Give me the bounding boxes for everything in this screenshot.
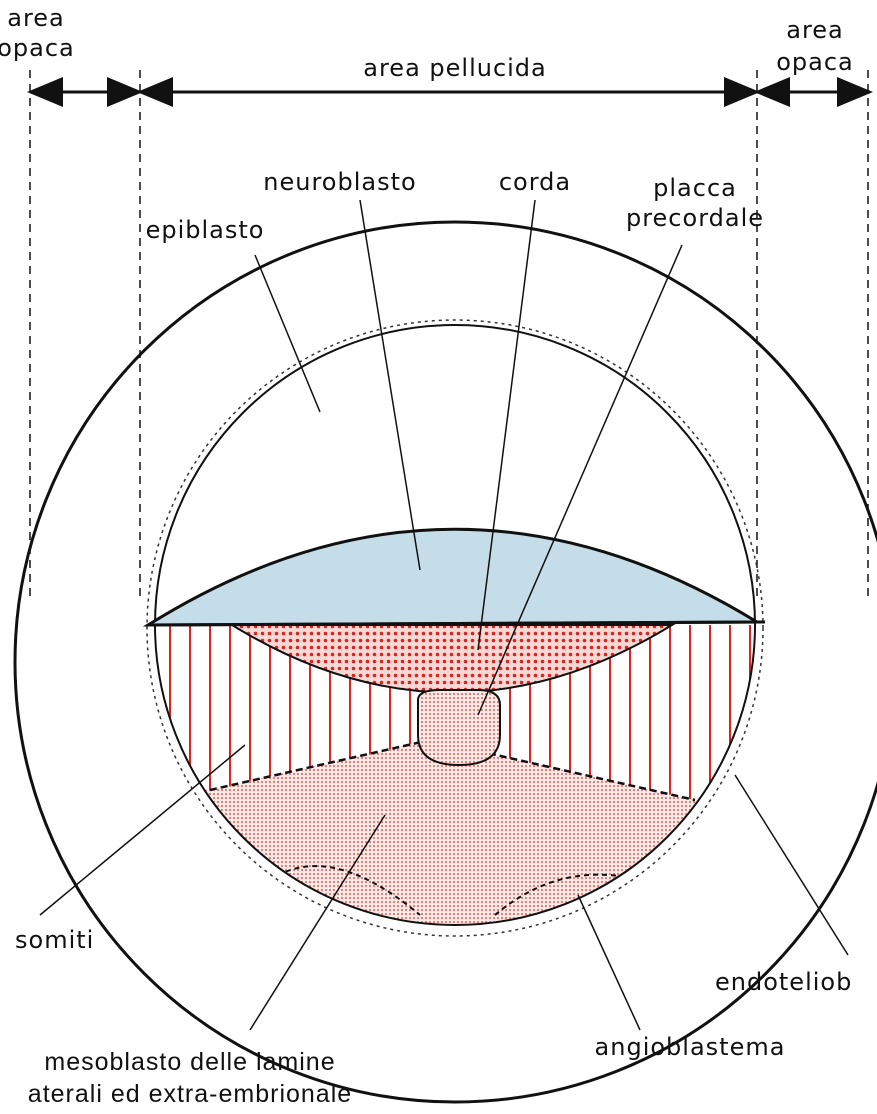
label: endoteliob: [715, 968, 852, 996]
label: aterali ed extra-embrionale: [28, 1080, 352, 1108]
label: neuroblasto: [263, 168, 416, 196]
neuroblasto-area: [148, 529, 757, 625]
placca: [418, 690, 500, 765]
label: angioblastema: [595, 1033, 786, 1061]
label: precordale: [626, 204, 764, 232]
label: opaca: [776, 48, 854, 76]
diagram: area opaca area pellucida area opaca neu…: [0, 0, 877, 1114]
label: opaca: [0, 34, 75, 62]
label: area: [7, 4, 65, 32]
label: area pellucida: [363, 54, 547, 82]
label: somiti: [15, 926, 94, 954]
label: corda: [499, 168, 571, 196]
label: placca: [653, 174, 737, 202]
label: mesoblasto delle lamine: [44, 1048, 335, 1076]
label: epiblasto: [146, 216, 265, 244]
label: area: [786, 16, 844, 44]
guides: [30, 70, 868, 600]
